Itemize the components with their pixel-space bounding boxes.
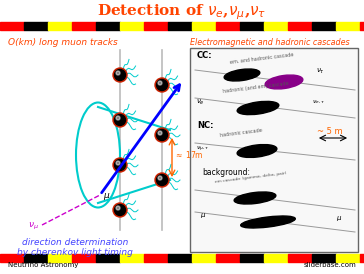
Bar	[48, 22, 72, 30]
Bar	[312, 22, 336, 30]
Bar	[336, 22, 360, 30]
Bar	[360, 22, 364, 30]
Ellipse shape	[224, 69, 260, 81]
Bar	[216, 254, 240, 262]
Bar	[192, 22, 216, 30]
Bar	[0, 22, 24, 30]
Circle shape	[116, 116, 120, 120]
Text: $\nu_{\mu,\tau}$: $\nu_{\mu,\tau}$	[196, 145, 209, 154]
Bar	[144, 254, 168, 262]
Circle shape	[116, 161, 120, 165]
Text: $\mu$: $\mu$	[336, 214, 342, 223]
Text: $\mu$: $\mu$	[200, 211, 206, 220]
Text: $\nu_{e,\tau}$: $\nu_{e,\tau}$	[312, 99, 325, 106]
Text: hadronic cascade: hadronic cascade	[220, 128, 263, 138]
Ellipse shape	[234, 192, 276, 204]
Bar	[0, 254, 24, 262]
Bar	[144, 22, 168, 30]
Bar	[192, 254, 216, 262]
Text: $\nu_e$: $\nu_e$	[196, 98, 205, 107]
Text: $\approx$ 17m: $\approx$ 17m	[174, 149, 203, 160]
Text: $\nu_\mu$: $\nu_\mu$	[28, 221, 39, 233]
Bar	[24, 22, 48, 30]
Bar	[264, 22, 288, 30]
Bar	[24, 254, 48, 262]
Bar	[216, 22, 240, 30]
Text: $\nu_\tau$: $\nu_\tau$	[316, 67, 325, 76]
Text: direction determination
by cherenkov light timing: direction determination by cherenkov lig…	[17, 238, 133, 257]
Text: ~ 5 m: ~ 5 m	[317, 127, 343, 136]
Bar	[96, 22, 120, 30]
Bar	[120, 254, 144, 262]
Circle shape	[157, 175, 167, 185]
Bar	[168, 254, 192, 262]
Text: sliderbase.com: sliderbase.com	[303, 262, 356, 268]
Text: Electromagnetic and hadronic cascades: Electromagnetic and hadronic cascades	[190, 38, 350, 47]
Text: NC:: NC:	[197, 121, 214, 130]
Circle shape	[158, 81, 162, 85]
Bar	[190, 48, 358, 252]
Circle shape	[115, 159, 126, 170]
Bar	[288, 254, 312, 262]
Circle shape	[115, 115, 126, 125]
Text: CC:: CC:	[197, 51, 213, 60]
Circle shape	[158, 176, 162, 180]
Ellipse shape	[241, 216, 295, 228]
Bar	[360, 254, 364, 262]
Circle shape	[115, 204, 126, 215]
Bar	[264, 254, 288, 262]
Bar	[312, 254, 336, 262]
Ellipse shape	[265, 75, 303, 89]
Bar	[288, 22, 312, 30]
Circle shape	[155, 173, 169, 187]
Circle shape	[155, 128, 169, 142]
Bar	[336, 254, 360, 262]
Circle shape	[157, 130, 167, 141]
Circle shape	[113, 113, 127, 127]
Bar	[96, 254, 120, 262]
Text: em. and hadronic cascade: em. and hadronic cascade	[230, 52, 294, 65]
Bar	[48, 254, 72, 262]
Bar	[168, 22, 192, 30]
Circle shape	[115, 70, 126, 81]
Circle shape	[158, 131, 162, 135]
Bar	[240, 22, 264, 30]
Circle shape	[113, 68, 127, 82]
Circle shape	[157, 79, 167, 90]
Bar	[240, 254, 264, 262]
Ellipse shape	[237, 101, 279, 115]
Text: Neutrino Astronomy: Neutrino Astronomy	[8, 262, 78, 268]
Text: background:: background:	[202, 168, 250, 177]
Text: em cascade (gamma, delta, pair): em cascade (gamma, delta, pair)	[215, 171, 287, 184]
Bar	[120, 22, 144, 30]
Ellipse shape	[237, 145, 277, 158]
Circle shape	[116, 206, 120, 210]
Circle shape	[113, 203, 127, 217]
Circle shape	[116, 71, 120, 75]
Circle shape	[113, 158, 127, 172]
Bar	[72, 22, 96, 30]
Bar	[72, 254, 96, 262]
Text: $\mu$: $\mu$	[103, 191, 110, 202]
Text: hadronic (and em) cascade: hadronic (and em) cascade	[222, 81, 289, 94]
Text: Detection of $\nu_e$,$\nu_\mu$,$\nu_\tau$: Detection of $\nu_e$,$\nu_\mu$,$\nu_\tau…	[97, 2, 267, 22]
Circle shape	[155, 78, 169, 92]
Text: O(km) long muon tracks: O(km) long muon tracks	[8, 38, 118, 47]
